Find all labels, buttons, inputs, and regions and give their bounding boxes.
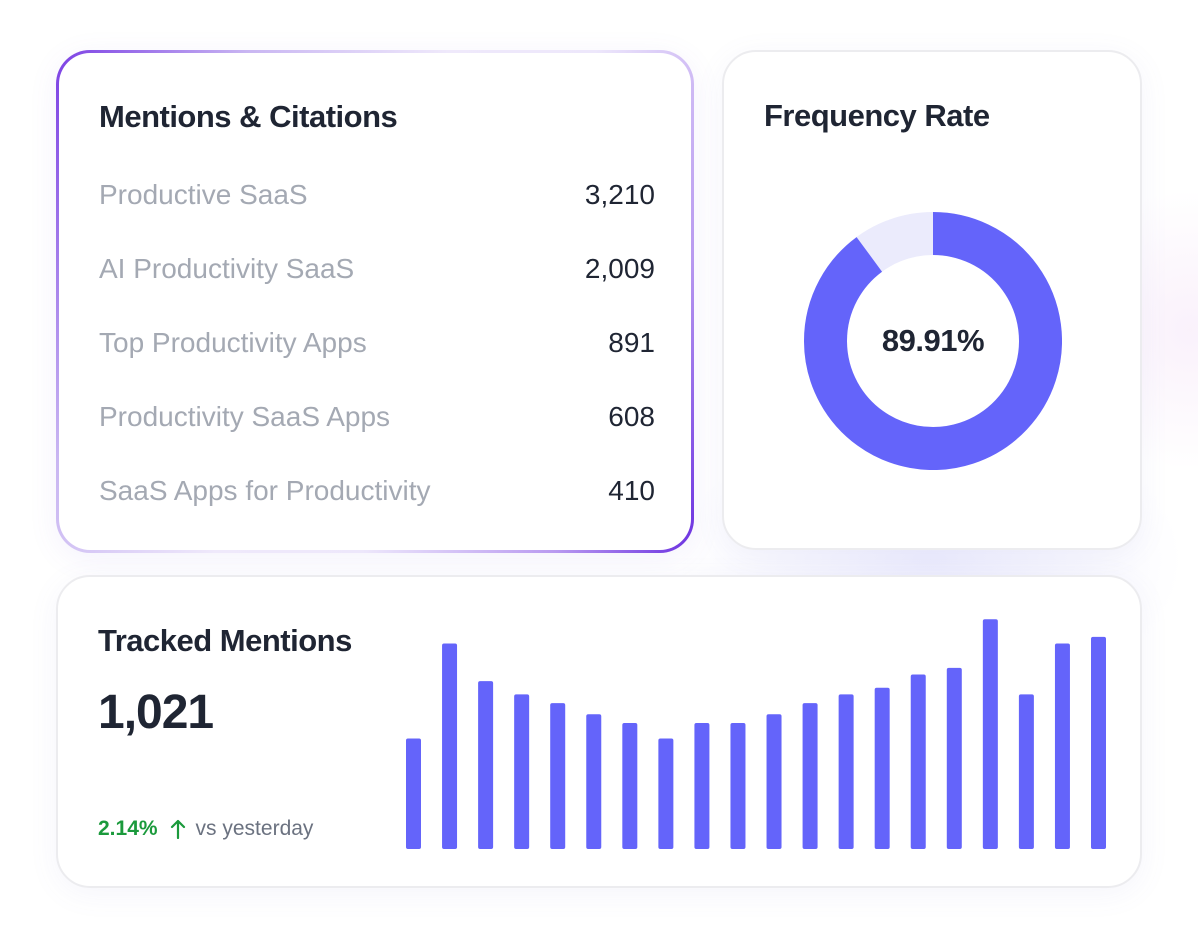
keyword-label: Productive SaaS <box>99 179 308 210</box>
bar-16 <box>946 667 962 849</box>
bar-20 <box>1091 636 1106 849</box>
list-item: Top Productivity Apps 891 <box>99 321 655 395</box>
bar-2 <box>442 643 458 849</box>
keyword-label: SaaS Apps for Productivity <box>99 475 431 506</box>
keyword-count: 410 <box>608 475 655 506</box>
mentions-card-title: Mentions & Citations <box>99 99 398 134</box>
bar-3 <box>478 681 494 849</box>
donut-fill <box>804 212 1062 470</box>
change-caption: vs yesterday <box>195 817 314 840</box>
bar-6 <box>586 714 602 849</box>
keyword-label: AI Productivity SaaS <box>99 253 355 284</box>
bar-13 <box>838 694 854 849</box>
frequency-donut: 89.91% <box>804 212 1062 470</box>
keyword-count: 2,009 <box>584 253 655 284</box>
frequency-rate-card: Frequency Rate 89.91% <box>722 50 1142 550</box>
arrow-up-icon <box>170 819 186 840</box>
mentions-citations-card: Mentions & Citations Productive SaaS 3,2… <box>56 50 694 553</box>
tracked-mentions-value: 1,021 <box>98 686 214 739</box>
bar-9 <box>694 723 710 849</box>
bar-7 <box>622 723 638 849</box>
bar-17 <box>982 619 998 849</box>
frequency-card-title: Frequency Rate <box>764 98 990 133</box>
bar-10 <box>730 723 746 849</box>
bar-5 <box>550 703 566 849</box>
bar-12 <box>802 703 818 849</box>
tracked-mentions-card: Tracked Mentions 1,021 2.14% vs yesterda… <box>56 575 1142 888</box>
list-item: AI Productivity SaaS 2,009 <box>99 247 655 321</box>
list-item: SaaS Apps for Productivity 410 <box>99 469 655 543</box>
donut-chart <box>804 212 1062 470</box>
keyword-label: Productivity SaaS Apps <box>99 401 391 432</box>
bar-14 <box>874 687 890 849</box>
frequency-value: 89.91% <box>881 323 985 358</box>
bar-15 <box>910 674 926 849</box>
change-indicator: 2.14% vs yesterday <box>98 817 313 841</box>
keyword-count: 891 <box>608 327 655 358</box>
bar-8 <box>658 738 674 849</box>
keyword-label: Top Productivity Apps <box>99 327 367 358</box>
list-item: Productivity SaaS Apps 608 <box>99 395 655 469</box>
bar-11 <box>766 714 782 849</box>
change-percent: 2.14% <box>98 817 158 840</box>
bar-18 <box>1018 694 1034 849</box>
mentions-list: Productive SaaS 3,210 AI Productivity Sa… <box>99 173 655 543</box>
list-item: Productive SaaS 3,210 <box>99 173 655 247</box>
keyword-count: 3,210 <box>584 179 655 210</box>
keyword-count: 608 <box>608 401 655 432</box>
tracked-card-title: Tracked Mentions <box>98 623 352 658</box>
bar-19 <box>1054 643 1070 849</box>
bar-4 <box>514 694 530 849</box>
bar-1 <box>406 738 421 849</box>
tracked-mentions-bar-chart <box>406 619 1106 849</box>
